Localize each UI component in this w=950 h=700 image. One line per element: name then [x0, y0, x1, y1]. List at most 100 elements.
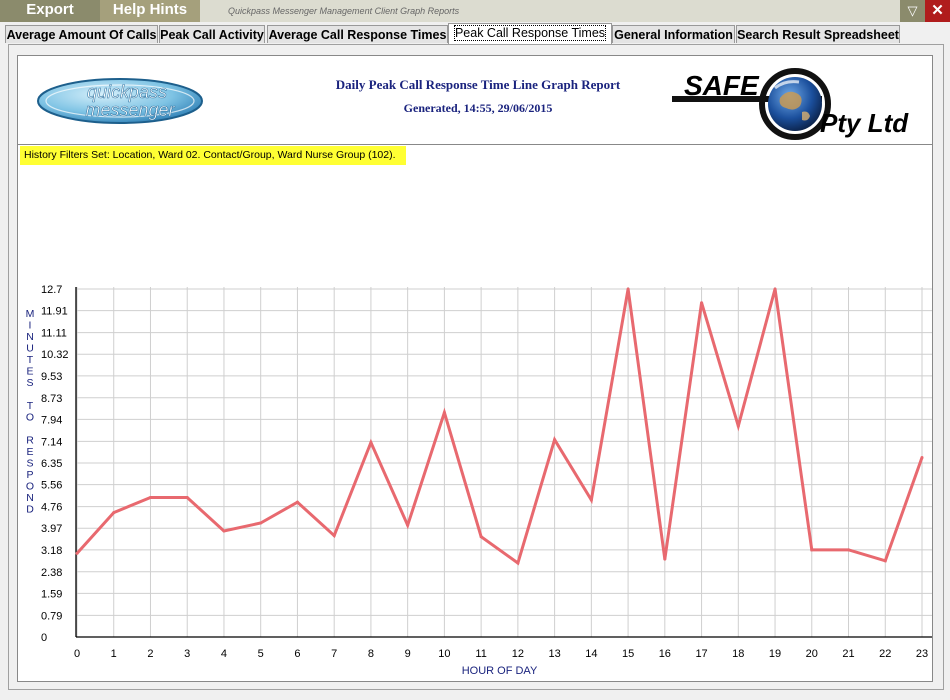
data-point	[626, 287, 630, 291]
x-axis-label: HOUR OF DAY	[462, 665, 538, 677]
x-tick-label: 17	[695, 648, 707, 660]
y-tick-label: 1.59	[41, 588, 62, 600]
logo-left-line1: quickpass	[87, 82, 167, 102]
close-icon[interactable]: ✕	[925, 0, 950, 22]
series-line	[75, 288, 924, 566]
y-tick-label: 4.76	[41, 502, 62, 514]
data-point	[589, 498, 593, 502]
data-point	[847, 548, 851, 552]
y-tick-label: 8.73	[41, 393, 62, 405]
x-tick-label: 3	[184, 648, 190, 660]
data-point	[185, 496, 189, 500]
x-tick-label: 12	[512, 648, 524, 660]
x-tick-label: 0	[74, 648, 80, 660]
y-axis-label-letter: U	[26, 343, 34, 355]
window-title: Quickpass Messenger Management Client Gr…	[228, 6, 460, 16]
logo-right-line2: Pty Ltd	[820, 108, 909, 138]
x-tick-label: 10	[438, 648, 450, 660]
y-tick-label: 5.56	[41, 480, 62, 492]
data-point	[700, 301, 704, 305]
data-point	[332, 534, 336, 538]
tab-search-result-spreadsheet[interactable]: Search Result Spreadsheet	[736, 25, 900, 43]
data-point	[259, 521, 263, 525]
y-tick-label: 9.53	[41, 371, 62, 383]
y-tick-label: 11.11	[41, 328, 67, 340]
data-point	[553, 438, 557, 442]
x-tick-label: 9	[405, 648, 411, 660]
x-tick-label: 11	[475, 648, 486, 660]
data-point	[516, 561, 520, 565]
data-point	[883, 559, 887, 563]
report-title: Daily Peak Call Response Time Line Graph…	[335, 77, 621, 92]
x-tick-label: 5	[258, 648, 264, 660]
history-filter-note: History Filters Set: Location, Ward 02. …	[20, 146, 406, 165]
y-tick-label: 12.7	[41, 284, 62, 296]
help-hints-menu[interactable]: Help Hints	[100, 0, 200, 22]
tab-strip: Average Amount Of Calls Peak Call Activi…	[0, 23, 950, 44]
x-tick-label: 16	[659, 648, 671, 660]
x-tick-label: 13	[548, 648, 560, 660]
x-tick-label: 8	[368, 648, 374, 660]
y-tick-label: 0.79	[41, 610, 62, 622]
x-tick-label: 20	[806, 648, 818, 660]
tab-average-call-response-times[interactable]: Average Call Response Times	[267, 25, 448, 43]
y-axis-label-letter: O	[26, 481, 34, 493]
x-tick-label: 14	[585, 648, 597, 660]
data-point	[442, 411, 446, 415]
x-tick-label: 6	[294, 648, 300, 660]
x-tick-label: 18	[732, 648, 744, 660]
header-divider	[18, 144, 932, 145]
y-axis-label-letter: P	[26, 469, 33, 481]
y-tick-label: 10.32	[41, 349, 69, 361]
report-page: quickpass messenger Daily Peak Call Resp…	[17, 55, 933, 682]
tab-average-amount-of-calls[interactable]: Average Amount Of Calls	[5, 25, 158, 43]
tab-label: Search Result Spreadsheet	[737, 28, 899, 42]
y-tick-label: 0	[41, 632, 47, 644]
y-tick-label: 3.97	[41, 523, 62, 535]
data-point	[148, 496, 152, 500]
x-tick-label: 21	[842, 648, 854, 660]
data-point	[479, 535, 483, 539]
data-point	[112, 511, 116, 515]
minimize-icon[interactable]: ▽	[900, 0, 925, 22]
y-tick-label: 7.94	[41, 414, 62, 426]
x-tick-label: 1	[111, 648, 117, 660]
y-axis-label-letter: D	[26, 504, 34, 516]
data-point	[406, 523, 410, 527]
y-axis-label-letter: M	[26, 308, 35, 320]
y-axis-label-letter: R	[26, 435, 34, 447]
data-point	[920, 456, 924, 460]
x-tick-label: 7	[331, 648, 337, 660]
export-menu[interactable]: Export	[0, 0, 100, 22]
y-tick-label: 7.14	[41, 436, 62, 448]
y-axis-label-letter: S	[26, 458, 33, 470]
y-axis-label-letter: I	[29, 320, 32, 332]
data-point	[773, 287, 777, 291]
title-bar: Export Help Hints Quickpass Messenger Ma…	[0, 0, 950, 22]
x-tick-label: 2	[147, 648, 153, 660]
y-axis-label-letter: T	[27, 354, 34, 366]
tab-peak-call-response-times[interactable]: Peak Call Response Times	[448, 23, 612, 44]
quickpass-messenger-logo: quickpass messenger	[37, 78, 203, 124]
y-axis-label-letter: S	[26, 377, 33, 389]
y-tick-label: 2.38	[41, 567, 62, 579]
x-tick-label: 19	[769, 648, 781, 660]
tab-label: Peak Call Response Times	[453, 25, 607, 41]
y-axis-label-letter: O	[26, 412, 34, 424]
x-tick-label: 4	[221, 648, 227, 660]
tab-general-information[interactable]: General Information	[612, 25, 735, 43]
data-point	[663, 557, 667, 561]
tab-peak-call-activity[interactable]: Peak Call Activity	[159, 25, 265, 43]
data-point	[222, 529, 226, 533]
y-tick-label: 6.35	[41, 458, 62, 470]
y-tick-label: 11.91	[41, 306, 68, 318]
data-point	[295, 500, 299, 504]
tab-label: Peak Call Activity	[160, 28, 264, 42]
data-point	[736, 424, 740, 428]
y-axis-label-letter: N	[26, 331, 34, 343]
line-chart: 0 0.79 1.59 2.38 3.18 3.97 4.76 5.56 6.35 7.14 7.9…	[26, 284, 932, 677]
tab-label: Average Call Response Times	[268, 28, 447, 42]
y-axis-label-letter: E	[26, 446, 33, 458]
x-tick-label: 15	[622, 648, 634, 660]
logo-right-line1: SAFE	[684, 70, 760, 101]
